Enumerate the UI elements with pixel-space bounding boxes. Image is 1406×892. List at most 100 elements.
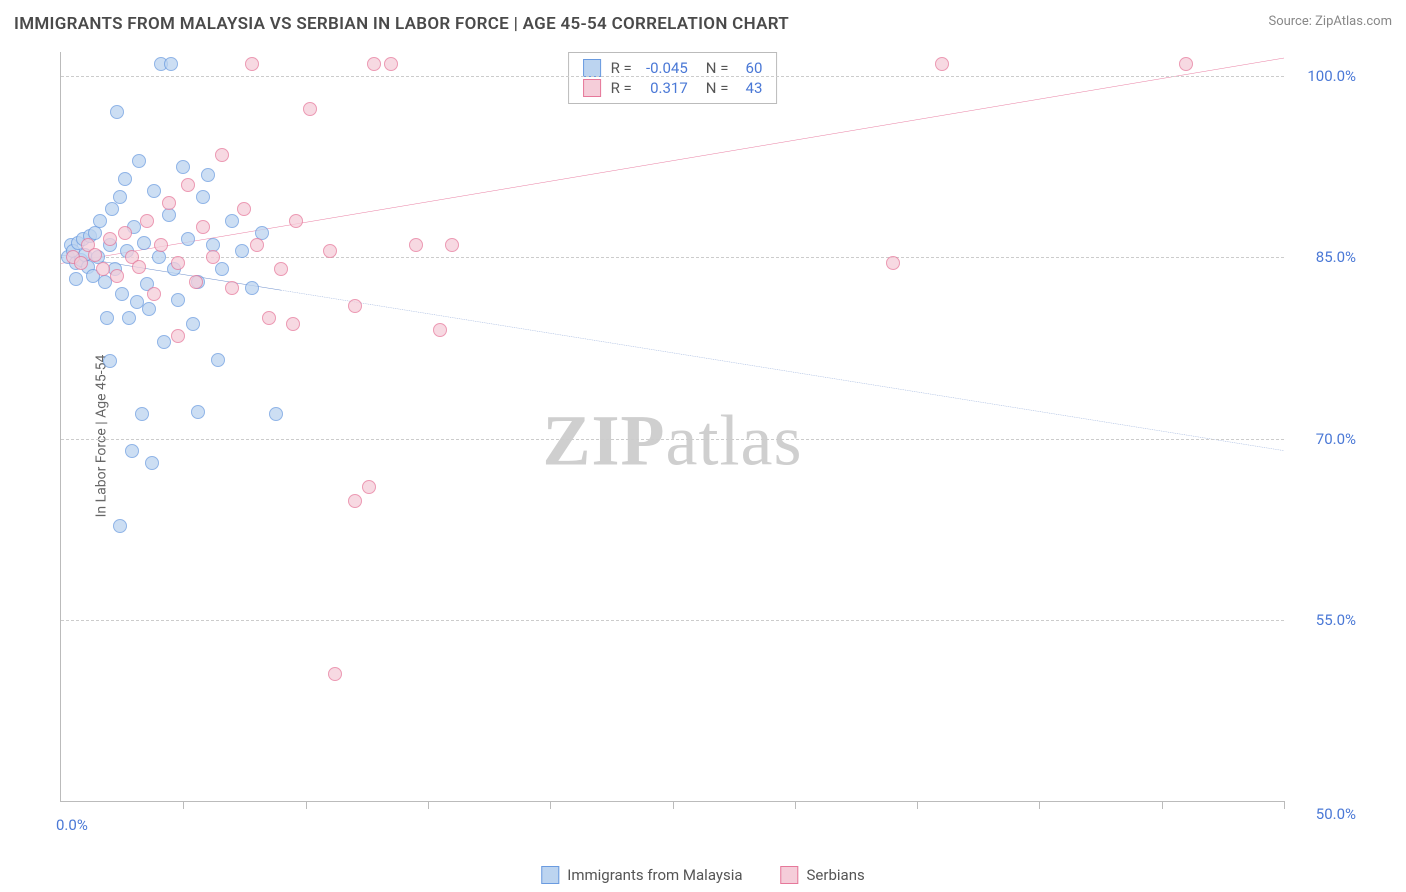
data-point-malaysia (113, 519, 127, 533)
data-point-serbian (215, 148, 229, 162)
data-point-malaysia (215, 262, 229, 276)
data-point-serbian (433, 323, 447, 337)
data-point-serbian (409, 238, 423, 252)
data-point-malaysia (118, 172, 132, 186)
data-point-serbian (245, 57, 259, 71)
gridline (61, 76, 1284, 77)
data-point-serbian (140, 214, 154, 228)
n-value-serbian: 43 (738, 79, 762, 97)
data-point-malaysia (162, 208, 176, 222)
data-point-serbian (886, 256, 900, 270)
swatch-serbian (781, 866, 799, 884)
data-point-malaysia (122, 311, 136, 325)
y-tick-label: 70.0% (1296, 430, 1356, 448)
x-tick (673, 801, 674, 809)
data-point-malaysia (110, 105, 124, 119)
data-point-serbian (935, 57, 949, 71)
data-point-serbian (225, 281, 239, 295)
x-axis-max-label: 50.0% (1316, 805, 1356, 823)
data-point-serbian (323, 244, 337, 258)
data-point-malaysia (157, 335, 171, 349)
data-point-serbian (289, 214, 303, 228)
data-point-malaysia (125, 444, 139, 458)
data-point-serbian (74, 256, 88, 270)
data-point-serbian (181, 178, 195, 192)
x-tick (1039, 801, 1040, 809)
data-point-malaysia (135, 407, 149, 421)
n-label: N = (706, 59, 729, 77)
legend-item-serbian: Serbians (781, 866, 865, 884)
data-point-malaysia (181, 232, 195, 246)
n-value-malaysia: 60 (738, 59, 762, 77)
x-tick (1162, 801, 1163, 809)
data-point-malaysia (115, 287, 129, 301)
data-point-malaysia (103, 354, 117, 368)
stats-legend-box: R =-0.045N =60R =0.317N =43 (568, 52, 778, 104)
r-label: R = (611, 79, 632, 97)
trend-lines (61, 52, 1284, 801)
trend-line-extrap-malaysia (281, 290, 1284, 450)
source-attribution: Source: ZipAtlas.com (1268, 14, 1392, 29)
stats-row-malaysia: R =-0.045N =60 (583, 59, 763, 77)
data-point-malaysia (142, 302, 156, 316)
swatch-serbian (583, 79, 601, 97)
data-point-malaysia (191, 405, 205, 419)
watermark: ZIPatlas (543, 400, 803, 483)
r-value-malaysia: -0.045 (642, 59, 688, 77)
data-point-malaysia (113, 190, 127, 204)
data-point-malaysia (105, 202, 119, 216)
x-tick (183, 801, 184, 809)
data-point-serbian (274, 262, 288, 276)
data-point-serbian (362, 480, 376, 494)
x-tick (550, 801, 551, 809)
data-point-serbian (189, 275, 203, 289)
data-point-serbian (147, 287, 161, 301)
data-point-serbian (171, 329, 185, 343)
data-point-malaysia (93, 214, 107, 228)
y-tick-label: 55.0% (1296, 611, 1356, 629)
data-point-malaysia (147, 184, 161, 198)
data-point-malaysia (269, 407, 283, 421)
data-point-serbian (196, 220, 210, 234)
data-point-malaysia (201, 168, 215, 182)
x-tick (1284, 801, 1285, 809)
gridline (61, 439, 1284, 440)
data-point-serbian (367, 57, 381, 71)
data-point-serbian (118, 226, 132, 240)
data-point-malaysia (152, 250, 166, 264)
data-point-serbian (445, 238, 459, 252)
data-point-serbian (103, 232, 117, 246)
data-point-malaysia (186, 317, 200, 331)
data-point-serbian (206, 250, 220, 264)
data-point-malaysia (245, 281, 259, 295)
data-point-serbian (237, 202, 251, 216)
y-tick-label: 85.0% (1296, 248, 1356, 266)
data-point-serbian (171, 256, 185, 270)
data-point-serbian (132, 260, 146, 274)
chart-title: IMMIGRANTS FROM MALAYSIA VS SERBIAN IN L… (14, 14, 789, 34)
data-point-serbian (286, 317, 300, 331)
legend-label-serbian: Serbians (807, 866, 865, 884)
plot-area: ZIPatlas R =-0.045N =60R =0.317N =43 55.… (60, 52, 1284, 802)
data-point-serbian (384, 57, 398, 71)
data-point-malaysia (171, 293, 185, 307)
data-point-malaysia (132, 154, 146, 168)
x-axis-min-label: 0.0% (56, 816, 88, 834)
data-point-serbian (1179, 57, 1193, 71)
data-point-serbian (162, 196, 176, 210)
x-tick (306, 801, 307, 809)
data-point-malaysia (196, 190, 210, 204)
n-label: N = (706, 79, 729, 97)
data-point-serbian (96, 262, 110, 276)
data-point-serbian (348, 299, 362, 313)
data-point-serbian (303, 102, 317, 116)
swatch-malaysia (541, 866, 559, 884)
y-tick-label: 100.0% (1296, 67, 1356, 85)
data-point-serbian (262, 311, 276, 325)
data-point-serbian (250, 238, 264, 252)
x-tick (795, 801, 796, 809)
stats-row-serbian: R =0.317N =43 (583, 79, 763, 97)
x-tick (917, 801, 918, 809)
data-point-malaysia (176, 160, 190, 174)
data-point-serbian (348, 494, 362, 508)
